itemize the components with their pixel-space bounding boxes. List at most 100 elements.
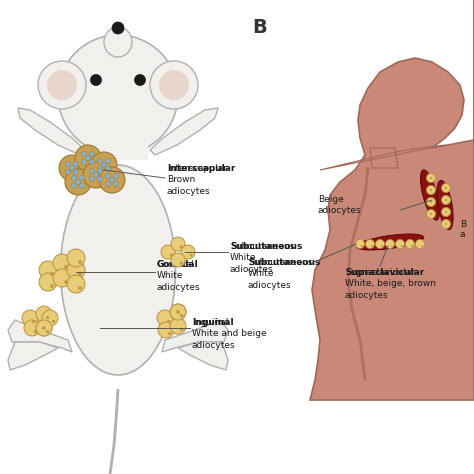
- Circle shape: [427, 198, 436, 207]
- Circle shape: [64, 281, 68, 283]
- Circle shape: [391, 245, 393, 247]
- Circle shape: [53, 269, 71, 287]
- Circle shape: [105, 166, 110, 172]
- Text: B: B: [252, 18, 267, 37]
- Circle shape: [58, 35, 178, 155]
- Circle shape: [441, 208, 450, 217]
- Circle shape: [445, 211, 447, 213]
- Circle shape: [90, 168, 95, 173]
- Circle shape: [89, 159, 94, 164]
- Circle shape: [159, 70, 189, 100]
- Polygon shape: [150, 108, 218, 155]
- Circle shape: [180, 314, 183, 317]
- Circle shape: [171, 253, 185, 267]
- Ellipse shape: [437, 180, 453, 229]
- Circle shape: [105, 158, 110, 164]
- Circle shape: [72, 183, 77, 189]
- Circle shape: [180, 262, 182, 264]
- Circle shape: [98, 166, 103, 172]
- Text: Gonadal
White
adiocytes: Gonadal White adiocytes: [157, 260, 201, 292]
- Circle shape: [59, 155, 85, 181]
- Circle shape: [73, 162, 79, 167]
- Circle shape: [101, 163, 107, 168]
- Circle shape: [445, 187, 447, 189]
- Circle shape: [441, 195, 450, 204]
- Circle shape: [430, 189, 432, 191]
- Circle shape: [34, 330, 37, 333]
- Ellipse shape: [420, 170, 439, 220]
- Text: B
a: B a: [460, 220, 466, 239]
- Circle shape: [78, 260, 82, 264]
- Circle shape: [109, 177, 115, 182]
- Text: Subcutaneous
White
adiocytes: Subcutaneous White adiocytes: [230, 242, 294, 274]
- Circle shape: [38, 61, 86, 109]
- Circle shape: [167, 320, 170, 323]
- Polygon shape: [310, 0, 474, 400]
- Circle shape: [441, 183, 450, 192]
- Circle shape: [356, 239, 365, 248]
- Circle shape: [90, 176, 95, 182]
- Circle shape: [50, 273, 54, 276]
- Polygon shape: [178, 342, 228, 370]
- Circle shape: [157, 310, 173, 326]
- Circle shape: [445, 223, 447, 225]
- Circle shape: [93, 173, 99, 178]
- Circle shape: [75, 145, 101, 171]
- Circle shape: [36, 320, 52, 336]
- Circle shape: [79, 175, 84, 181]
- Circle shape: [97, 168, 102, 173]
- Circle shape: [427, 173, 436, 182]
- Circle shape: [430, 177, 432, 179]
- Text: Interscapular
Brown
adiocytes: Interscapular Brown adiocytes: [167, 164, 227, 196]
- Polygon shape: [162, 320, 228, 352]
- Circle shape: [67, 261, 85, 279]
- Circle shape: [91, 74, 101, 85]
- Circle shape: [385, 239, 394, 248]
- Circle shape: [65, 169, 91, 195]
- Circle shape: [50, 284, 54, 288]
- Circle shape: [22, 310, 38, 326]
- Circle shape: [375, 239, 384, 248]
- Circle shape: [82, 159, 87, 164]
- Circle shape: [158, 322, 174, 338]
- Circle shape: [405, 239, 414, 248]
- Circle shape: [441, 219, 450, 228]
- Circle shape: [46, 316, 49, 319]
- Circle shape: [170, 254, 173, 256]
- Circle shape: [106, 181, 111, 186]
- Circle shape: [99, 167, 125, 193]
- Circle shape: [365, 239, 374, 248]
- Circle shape: [75, 179, 81, 184]
- Polygon shape: [18, 108, 85, 155]
- Text: Supraclavicular
White, beige, brown
adiocytes: Supraclavicular White, beige, brown adio…: [345, 268, 436, 300]
- Circle shape: [42, 310, 58, 326]
- Text: Subcutaneous: Subcutaneous: [248, 258, 320, 267]
- Circle shape: [89, 152, 94, 157]
- Circle shape: [78, 286, 82, 290]
- Circle shape: [430, 213, 432, 215]
- Circle shape: [83, 162, 109, 188]
- Polygon shape: [88, 135, 148, 160]
- Text: Subcutaneous
White
adiocytes: Subcutaneous White adiocytes: [248, 258, 312, 290]
- Circle shape: [72, 175, 77, 181]
- Circle shape: [73, 169, 79, 174]
- Ellipse shape: [356, 234, 424, 250]
- Circle shape: [161, 245, 175, 259]
- Text: Inguinal: Inguinal: [192, 318, 234, 327]
- Circle shape: [24, 320, 40, 336]
- Circle shape: [416, 239, 425, 248]
- Circle shape: [421, 245, 423, 247]
- Polygon shape: [370, 148, 398, 168]
- Circle shape: [171, 237, 185, 251]
- Circle shape: [371, 245, 373, 247]
- Circle shape: [97, 176, 102, 182]
- Circle shape: [150, 61, 198, 109]
- Circle shape: [47, 70, 77, 100]
- Circle shape: [181, 245, 195, 259]
- Circle shape: [85, 155, 91, 161]
- Text: Supraclavicular: Supraclavicular: [345, 268, 424, 277]
- Circle shape: [78, 273, 82, 276]
- Circle shape: [361, 245, 363, 247]
- Circle shape: [427, 210, 436, 219]
- Circle shape: [46, 330, 49, 333]
